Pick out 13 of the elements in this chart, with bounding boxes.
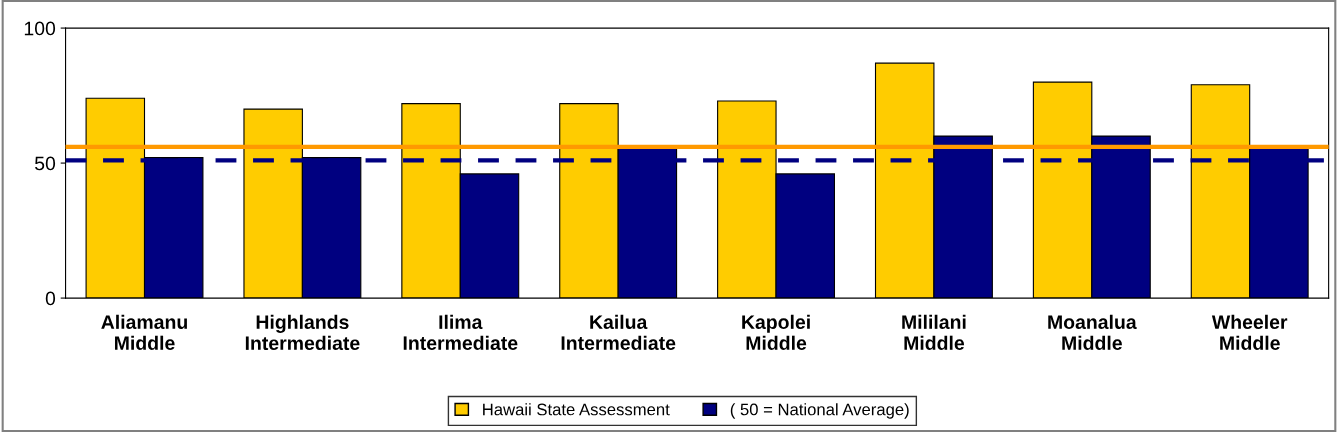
legend-label: Hawaii State Assessment bbox=[483, 403, 670, 416]
x-tick-label: Kailua Intermediate bbox=[561, 314, 676, 350]
x-tick-label: Wheeler Middle bbox=[1211, 314, 1288, 350]
x-tick-label: Moanalua Middle bbox=[1048, 314, 1137, 350]
x-tick-label: Ilima Intermediate bbox=[403, 314, 518, 350]
legend-label: ( 50 = National Average) bbox=[730, 403, 909, 419]
x-tick-label: Kapolei Middle bbox=[742, 314, 810, 350]
y-tick-label: 50 bbox=[34, 156, 56, 171]
x-tick-label: Mililani Middle bbox=[902, 314, 966, 350]
y-tick-label: 100 bbox=[24, 21, 56, 36]
y-tick-label: 0 bbox=[45, 291, 56, 306]
x-tick-label: Highlands Intermediate bbox=[245, 314, 360, 351]
x-tick-label: Aliamanu Middle bbox=[101, 314, 187, 350]
